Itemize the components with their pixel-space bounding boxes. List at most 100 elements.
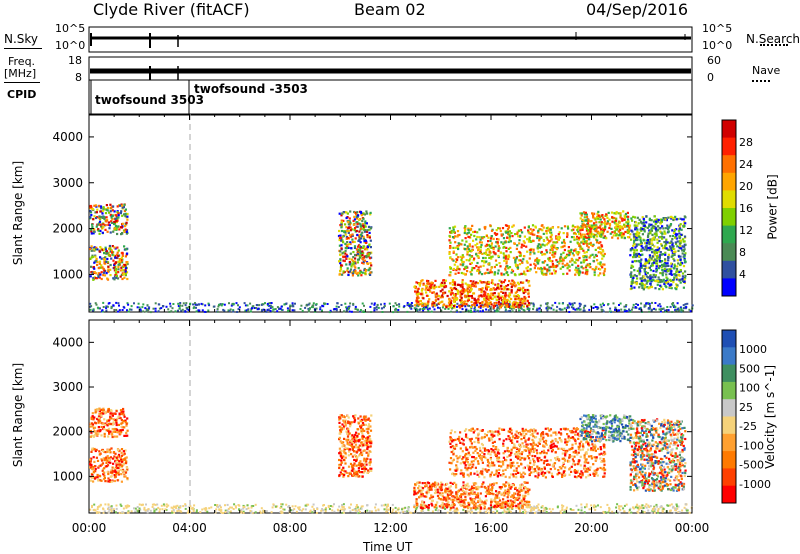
data-point (576, 253, 579, 256)
data-point (493, 273, 496, 276)
data-point (490, 257, 493, 260)
ground-scatter-point (685, 508, 688, 511)
data-point (542, 273, 545, 276)
data-point (110, 221, 113, 224)
ground-scatter-point (659, 506, 662, 509)
ground-scatter-point (235, 302, 238, 305)
ground-scatter-point (349, 510, 352, 513)
ground-scatter-point (110, 506, 113, 509)
ground-scatter-point (343, 310, 345, 313)
ground-scatter-point (125, 506, 128, 509)
ground-scatter-point (628, 308, 630, 311)
data-point (673, 276, 676, 279)
data-point (492, 306, 495, 309)
data-point (657, 225, 660, 228)
data-point (522, 255, 526, 258)
data-point (660, 279, 663, 282)
data-point (581, 233, 584, 236)
ground-scatter-point (511, 310, 514, 313)
data-point (498, 298, 501, 301)
data-point (626, 211, 629, 214)
data-point (475, 299, 478, 302)
data-point (96, 208, 99, 211)
data-point (676, 265, 679, 268)
data-point (124, 212, 127, 215)
ground-scatter-point (240, 510, 243, 513)
data-point (108, 227, 111, 230)
data-point (628, 228, 631, 231)
data-point (91, 255, 94, 259)
data-point (111, 209, 114, 212)
data-point (122, 450, 125, 453)
data-point (124, 449, 127, 452)
ground-scatter-point (226, 503, 229, 506)
data-point (459, 293, 462, 296)
ground-scatter-point (321, 508, 324, 510)
data-point (488, 251, 491, 254)
data-point (118, 258, 121, 261)
data-point (554, 272, 557, 275)
data-point (516, 264, 519, 267)
ground-scatter-point (676, 302, 679, 305)
data-point (471, 303, 474, 307)
ground-scatter-point (260, 303, 263, 306)
data-point (449, 257, 452, 260)
ground-scatter-point (363, 310, 366, 313)
data-point (633, 235, 636, 238)
data-point (97, 415, 101, 418)
data-point (498, 279, 501, 282)
ground-scatter-point (675, 503, 678, 506)
data-point (339, 258, 342, 261)
data-point (90, 463, 93, 466)
data-point (98, 222, 101, 225)
ground-scatter-point (637, 303, 639, 306)
ground-scatter-point (400, 511, 403, 514)
data-point (675, 237, 678, 240)
nsky-trace (90, 32, 691, 48)
ground-scatter-point (349, 302, 352, 305)
data-point (536, 257, 539, 260)
ground-scatter-point (430, 310, 433, 313)
data-point (570, 236, 574, 239)
data-point (340, 226, 343, 229)
ground-scatter-point (294, 505, 297, 508)
data-point (585, 256, 588, 259)
data-point (485, 286, 488, 289)
ground-scatter-point (620, 505, 623, 508)
data-point (346, 255, 349, 258)
ground-scatter-point (126, 309, 128, 312)
data-point (124, 270, 127, 273)
data-point (497, 227, 500, 230)
data-point (491, 297, 494, 300)
data-point (551, 251, 555, 254)
data-point (448, 239, 451, 242)
data-point (361, 231, 364, 234)
ground-scatter-point (342, 503, 345, 506)
ground-scatter-point (637, 511, 640, 514)
data-point (630, 217, 633, 220)
data-point (346, 267, 349, 270)
data-point (349, 234, 352, 237)
data-point (435, 296, 438, 299)
data-point (361, 250, 364, 253)
ground-scatter-point (342, 506, 345, 509)
data-point (104, 248, 107, 251)
data-point (99, 479, 102, 482)
ground-scatter-point (203, 507, 206, 510)
data-point (654, 279, 657, 282)
data-point (359, 250, 362, 253)
data-point (505, 231, 508, 234)
ground-scatter-point (280, 503, 282, 506)
data-point (562, 259, 565, 262)
data-point (462, 260, 465, 264)
ground-scatter-point (590, 504, 593, 507)
data-point (107, 435, 110, 438)
data-point (600, 223, 603, 226)
ground-scatter-point (377, 306, 380, 309)
data-point (367, 254, 370, 257)
data-point (602, 230, 605, 233)
data-point (358, 218, 361, 221)
ground-scatter-point (496, 306, 499, 309)
data-point (415, 302, 418, 305)
ground-scatter-point (649, 505, 652, 508)
